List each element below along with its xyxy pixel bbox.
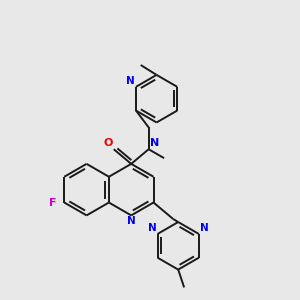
Text: N: N [126, 76, 135, 86]
Text: F: F [49, 197, 56, 208]
Text: N: N [148, 223, 157, 233]
Text: O: O [103, 138, 113, 148]
Text: N: N [127, 216, 136, 226]
Text: N: N [200, 223, 208, 233]
Text: N: N [150, 138, 159, 148]
